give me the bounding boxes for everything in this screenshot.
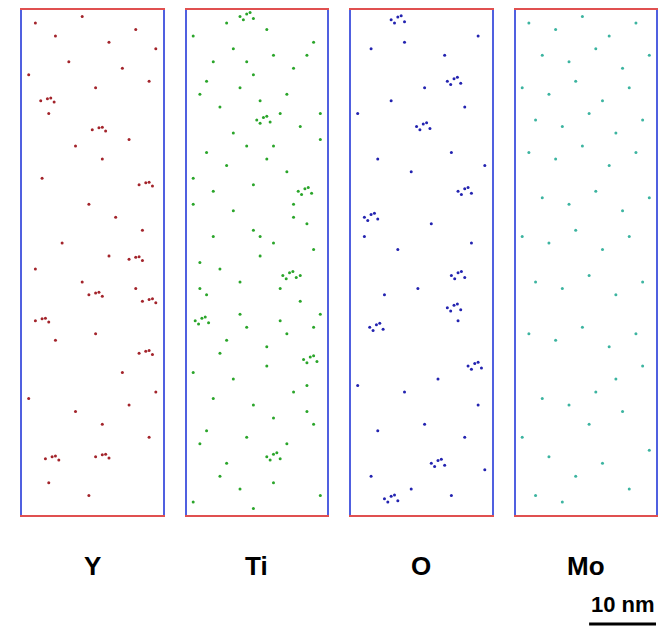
svg-text:Mo: Mo xyxy=(567,551,605,581)
svg-text:O: O xyxy=(411,551,431,581)
svg-text:Y: Y xyxy=(84,551,101,581)
svg-text:10 nm: 10 nm xyxy=(591,592,655,617)
svg-text:Ti: Ti xyxy=(245,551,268,581)
